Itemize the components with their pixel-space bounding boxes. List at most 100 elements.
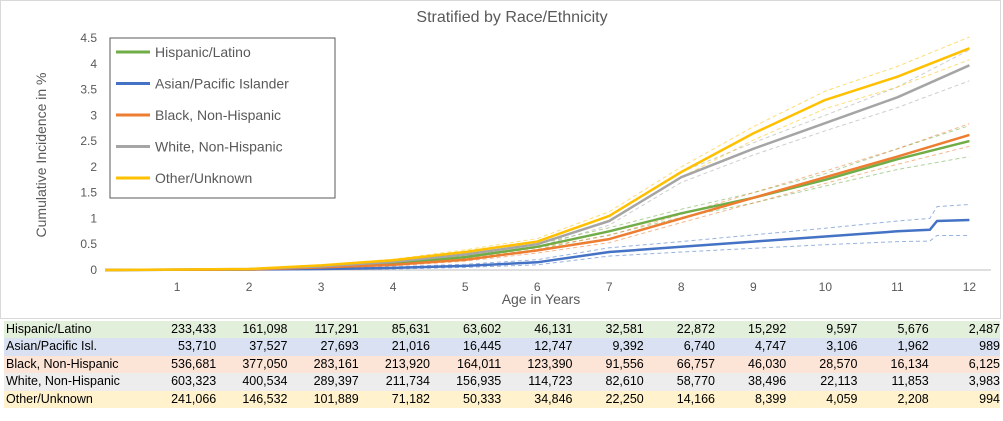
table-cell: 4,059	[826, 391, 858, 406]
table-row: White, Non-Hispanic 603,323 400,534 289,397…	[4, 373, 1000, 391]
x-tick-label: 2	[246, 280, 253, 294]
table-row: Asian/Pacific Isl. 53,710 37,527 27,693 21,0…	[4, 338, 1000, 356]
table-cell: 22,250	[605, 391, 644, 406]
legend: Hispanic/Latino Asian/Pacific Islander Bla…	[109, 37, 336, 199]
x-tick-label: 8	[678, 280, 685, 294]
x-tick-label: 11	[891, 280, 904, 294]
table-cell: 9,597	[826, 322, 858, 336]
legend-label: White, Non-Hispanic	[155, 139, 283, 155]
y-tick-label: 4.5	[80, 31, 97, 45]
table-cell: 46,131	[534, 322, 573, 336]
table-cell: 156,935	[456, 374, 502, 389]
y-tick-label: 1.5	[80, 186, 97, 200]
table-cell: 71,182	[391, 391, 430, 406]
x-tick-label: 6	[534, 280, 541, 294]
y-tick-label: 1	[90, 211, 97, 225]
table-cell: 1,962	[897, 339, 929, 354]
table-cell: 146,532	[242, 391, 288, 406]
y-axis-label: Cumulative Incidence in %	[33, 73, 49, 238]
table-cell: 289,397	[313, 374, 359, 389]
table-cell: 32,581	[605, 322, 644, 336]
legend-label: Asian/Pacific Islander	[155, 76, 289, 92]
table-cell: 85,631	[391, 322, 430, 336]
y-tick-label: 3.5	[80, 83, 97, 97]
x-tick-label: 5	[462, 280, 469, 294]
series-line	[104, 218, 970, 272]
table-cell: 28,570	[819, 356, 858, 371]
x-tick-label: 3	[318, 280, 325, 294]
table-cell: 21,016	[391, 339, 430, 354]
table-cell: 16,445	[463, 339, 502, 354]
table-cell: 38,496	[748, 374, 787, 389]
table-cell: 989	[979, 339, 1000, 354]
table-row: Black, Non-Hispanic 536,681 377,050 283,161…	[4, 355, 1000, 374]
row-label: White, Non-Hispanic	[6, 374, 120, 389]
y-tick-label: 4	[90, 57, 97, 71]
table-cell: 114,723	[528, 374, 573, 389]
series-lines	[104, 47, 970, 272]
row-label: Other/Unknown	[6, 391, 93, 406]
table-cell: 123,390	[527, 356, 573, 371]
table-cell: 15,292	[748, 322, 787, 336]
table-cell: 27,693	[320, 339, 359, 354]
table-cell: 37,527	[249, 339, 288, 354]
table-cell: 9,392	[612, 339, 644, 354]
table-cell: 400,534	[242, 374, 288, 389]
table-cell: 82,610	[605, 374, 644, 389]
table-cell: 161,098	[242, 322, 288, 336]
table-cell: 117,291	[314, 322, 359, 336]
table-cell: 213,920	[384, 356, 430, 371]
y-tick-label: 0.5	[80, 237, 97, 251]
table-cell: 377,050	[242, 356, 288, 371]
x-tick-label: 9	[750, 280, 757, 294]
table-cell: 101,889	[313, 391, 359, 406]
table-cell: 211,734	[385, 374, 430, 389]
row-label: Black, Non-Hispanic	[6, 356, 119, 371]
table-cell: 241,066	[171, 391, 217, 406]
line-chart: Stratified by Race/Ethnicity Cumulative …	[33, 9, 991, 307]
table-cell: 4,747	[754, 339, 787, 354]
table-cell: 22,872	[676, 322, 715, 336]
chart-title: Stratified by Race/Ethnicity	[416, 9, 607, 26]
chart-area	[0, 0, 1001, 319]
x-tick-label: 1	[174, 280, 181, 294]
table-cell: 3,106	[826, 339, 858, 354]
legend-label: Black, Non-Hispanic	[155, 107, 281, 123]
table-cell: 2,208	[897, 391, 929, 406]
x-axis-label: Age in Years	[502, 291, 581, 307]
table-cell: 536,681	[171, 356, 217, 371]
table-cell: 8,399	[754, 391, 787, 406]
table-cell: 6,740	[683, 339, 715, 354]
legend-box	[109, 37, 336, 199]
table-cell: 91,556	[605, 356, 644, 371]
table-cell: 53,710	[178, 339, 217, 354]
table-cell: 5,676	[897, 322, 929, 336]
table-row: Other/Unknown 241,066 146,532 101,889 71,182…	[4, 390, 1000, 409]
x-tick-label: 4	[390, 280, 397, 294]
table-row: Hispanic/Latino 233,433 161,098 117,291 85,6…	[4, 321, 1000, 339]
table-cell: 16,134	[890, 356, 929, 371]
row-label: Asian/Pacific Isl.	[6, 339, 98, 354]
table-cell: 50,333	[463, 391, 502, 406]
table-cell: 283,161	[313, 356, 359, 371]
table-cell: 6,125	[968, 356, 1000, 371]
table-cell: 14,166	[676, 391, 715, 406]
at-risk-table: Hispanic/Latino 233,433 161,098 117,291 85,6…	[4, 321, 1000, 409]
x-tick-label: 12	[963, 280, 977, 294]
table-cell: 46,030	[748, 356, 787, 371]
series-line	[104, 47, 970, 272]
y-tick-label: 2.5	[80, 134, 97, 148]
x-tick-label: 10	[819, 280, 833, 294]
y-tick-label: 3	[90, 108, 97, 122]
table-cell: 12,747	[534, 339, 573, 354]
axes: 00.511.522.533.544.51 2 3 4 5 6 7 8 9 10 11 12	[80, 31, 991, 294]
table-cell: 994	[979, 391, 1000, 406]
ci-lower-line	[104, 235, 970, 271]
table-cell: 11,853	[891, 374, 929, 389]
table-cell: 3,983	[968, 374, 1000, 389]
table-cell: 233,433	[171, 322, 217, 336]
row-label: Hispanic/Latino	[6, 322, 92, 336]
table-cell: 2,487	[968, 322, 1000, 336]
table-cell: 164,011	[456, 356, 502, 371]
legend-label: Other/Unknown	[155, 170, 252, 186]
